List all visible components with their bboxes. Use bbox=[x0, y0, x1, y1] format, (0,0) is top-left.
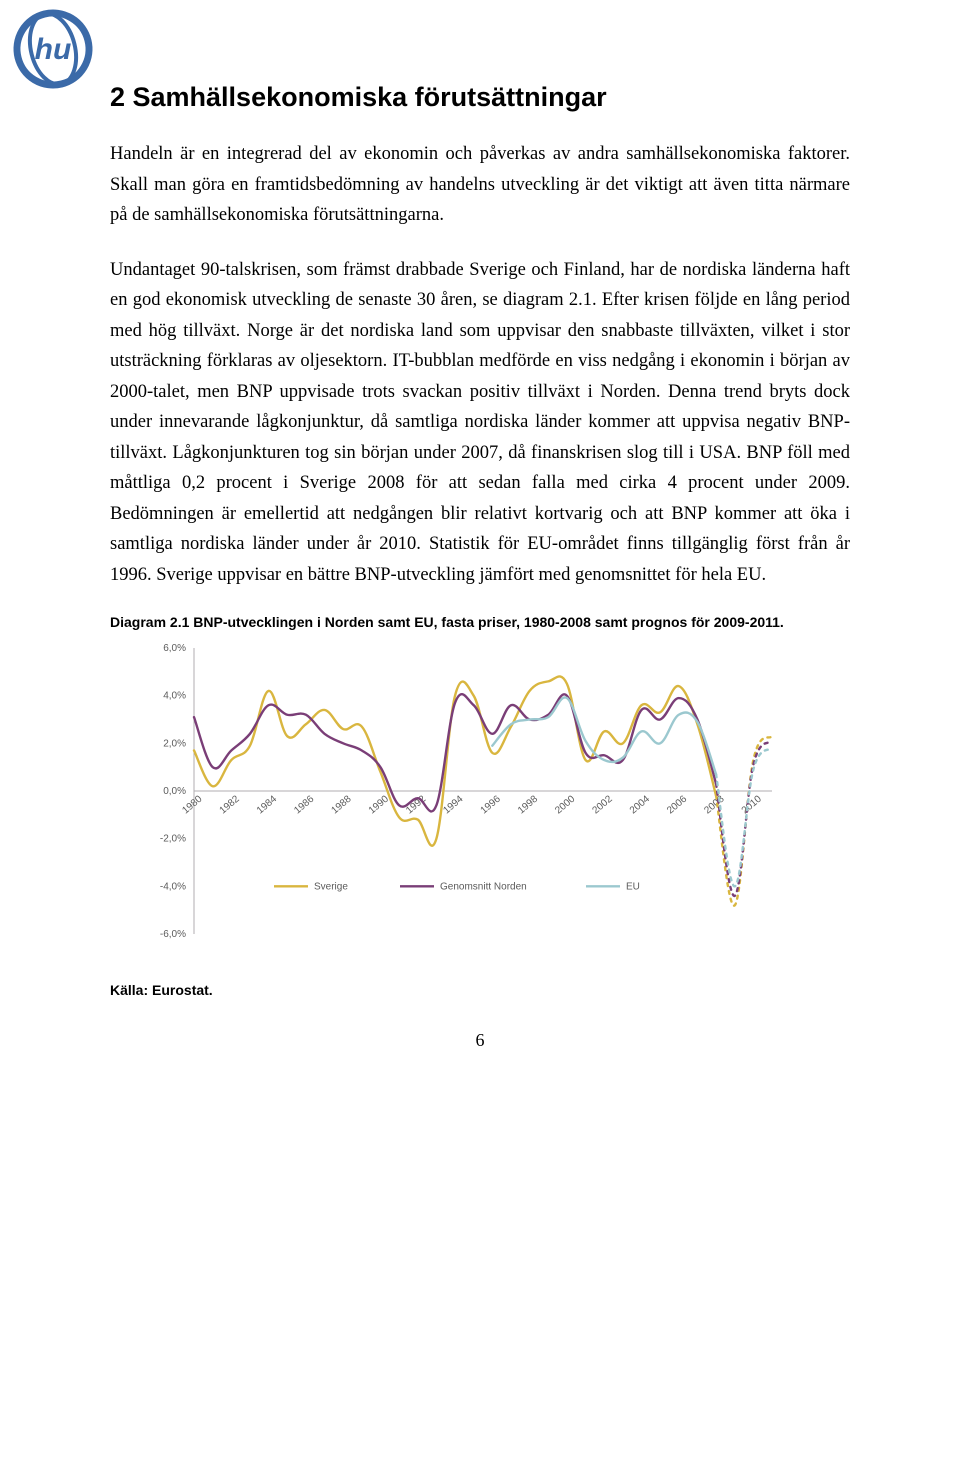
source-label: Källa: Eurostat. bbox=[110, 982, 850, 998]
svg-text:1982: 1982 bbox=[218, 794, 242, 817]
svg-text:2008: 2008 bbox=[702, 794, 726, 817]
svg-text:2006: 2006 bbox=[665, 794, 689, 817]
svg-text:1986: 1986 bbox=[292, 794, 316, 817]
logo-text: hu bbox=[35, 33, 72, 66]
svg-text:2010: 2010 bbox=[740, 794, 764, 817]
svg-text:-6,0%: -6,0% bbox=[160, 929, 186, 940]
svg-text:Genomsnitt Norden: Genomsnitt Norden bbox=[440, 882, 527, 893]
svg-text:1998: 1998 bbox=[516, 794, 540, 817]
svg-text:1990: 1990 bbox=[367, 794, 391, 817]
svg-text:-4,0%: -4,0% bbox=[160, 882, 186, 893]
svg-text:-2,0%: -2,0% bbox=[160, 834, 186, 845]
intro-paragraph: Handeln är en integrerad del av ekonomin… bbox=[110, 139, 850, 231]
section-heading: 2 Samhällsekonomiska förutsättningar bbox=[110, 82, 850, 113]
bnp-line-chart: 6,0%4,0%2,0%0,0%-2,0%-4,0%-6,0%198019821… bbox=[148, 638, 850, 968]
diagram-caption: Diagram 2.1 BNP-utvecklingen i Norden sa… bbox=[110, 614, 850, 630]
svg-text:2000: 2000 bbox=[553, 794, 577, 817]
svg-text:1984: 1984 bbox=[255, 794, 279, 817]
svg-text:4,0%: 4,0% bbox=[163, 691, 186, 702]
svg-text:0,0%: 0,0% bbox=[163, 786, 186, 797]
svg-text:Sverige: Sverige bbox=[314, 882, 348, 893]
svg-text:EU: EU bbox=[626, 882, 640, 893]
svg-text:1996: 1996 bbox=[479, 794, 503, 817]
svg-text:2,0%: 2,0% bbox=[163, 739, 186, 750]
svg-text:1988: 1988 bbox=[329, 794, 353, 817]
svg-text:2002: 2002 bbox=[591, 794, 615, 817]
main-paragraph: Undantaget 90-talskrisen, som främst dra… bbox=[110, 255, 850, 591]
svg-text:1994: 1994 bbox=[441, 794, 465, 817]
svg-text:6,0%: 6,0% bbox=[163, 643, 186, 654]
logo: hu bbox=[10, 6, 96, 97]
page-number: 6 bbox=[110, 1030, 850, 1051]
svg-text:2004: 2004 bbox=[628, 794, 652, 817]
